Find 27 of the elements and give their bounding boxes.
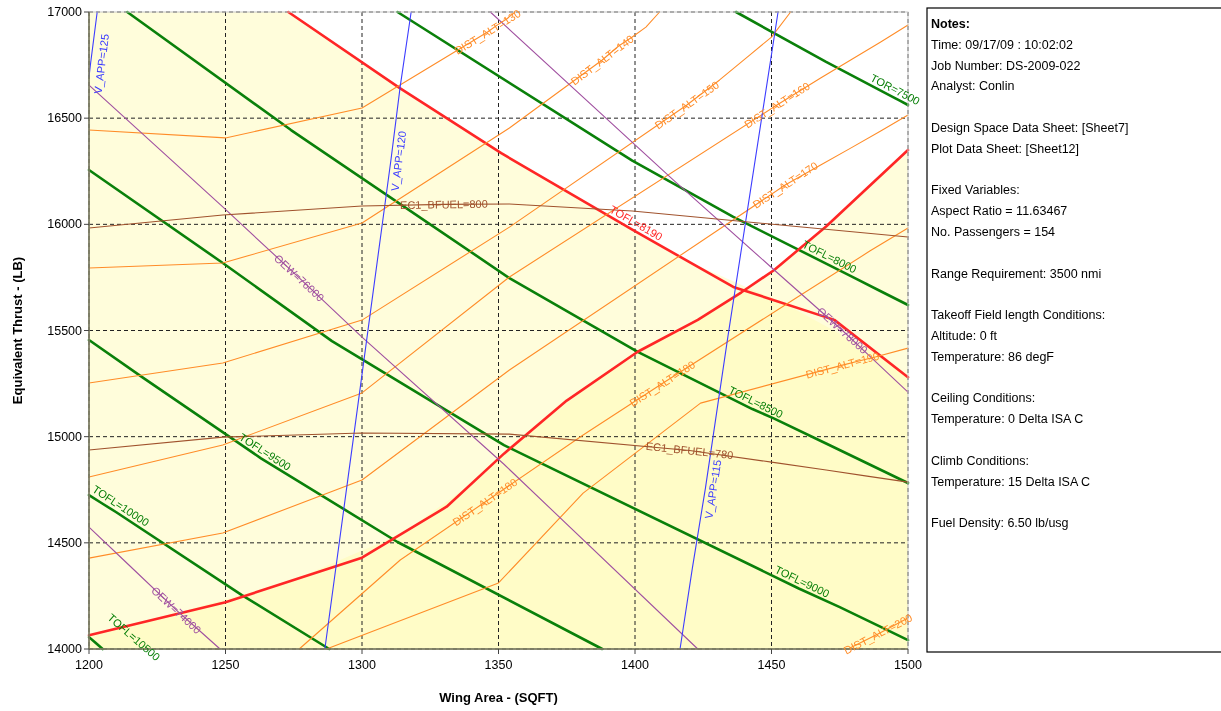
- x-tick-label: 1450: [757, 658, 786, 672]
- y-tick-label: 15500: [47, 323, 83, 338]
- y-tick-label: 17000: [47, 5, 83, 19]
- text: Climb Conditions: Temperature: 15 Delta ISA C: [931, 453, 1091, 489]
- y-tick-label: 14500: [47, 535, 83, 550]
- text: Notes: Time: 09/17/09 : 10:02:02 Job Number: DS-2009-022 Analyst: Conlin: [931, 17, 1081, 94]
- text: Takeoff Field length Conditions: Altitude: 0 ft Temperature: 86 degF: [931, 308, 1106, 364]
- text: V_APP=115: [702, 458, 724, 520]
- text: Fuel Density: 6.50 lb/usg: [931, 516, 1069, 531]
- text: Ceiling Conditions: Temperature: 0 Delta ISA C: [931, 391, 1084, 427]
- y-tick-label: 15000: [47, 429, 83, 444]
- x-tick-label: 1250: [211, 658, 240, 672]
- y-tick-label: 16500: [47, 111, 83, 126]
- x-tick-label: 1300: [348, 658, 376, 672]
- text: Range Requirement: 3500 nmi: [931, 266, 1102, 281]
- x-axis-title: Wing Area - (SQFT): [439, 690, 558, 705]
- x-tick-label: 1200: [75, 658, 103, 672]
- text: Fixed Variables: Aspect Ratio = 11.63467 No. Passengers = 154: [931, 183, 1068, 239]
- text: V_APP=120: [388, 130, 409, 192]
- text: V_APP=125: [91, 33, 112, 95]
- y-axis-title: Equivalent Thrust - (LB): [10, 256, 25, 405]
- y-tick-label: 14000: [47, 642, 83, 656]
- text: Design Space Data Sheet: [Sheet7] Plot Data Sheet: [Sheet12]: [931, 121, 1129, 156]
- x-tick-label: 1350: [484, 658, 513, 672]
- y-tick-label: 16000: [47, 217, 83, 232]
- x-tick-label: 1500: [894, 658, 922, 672]
- x-tick-label: 1400: [621, 658, 649, 672]
